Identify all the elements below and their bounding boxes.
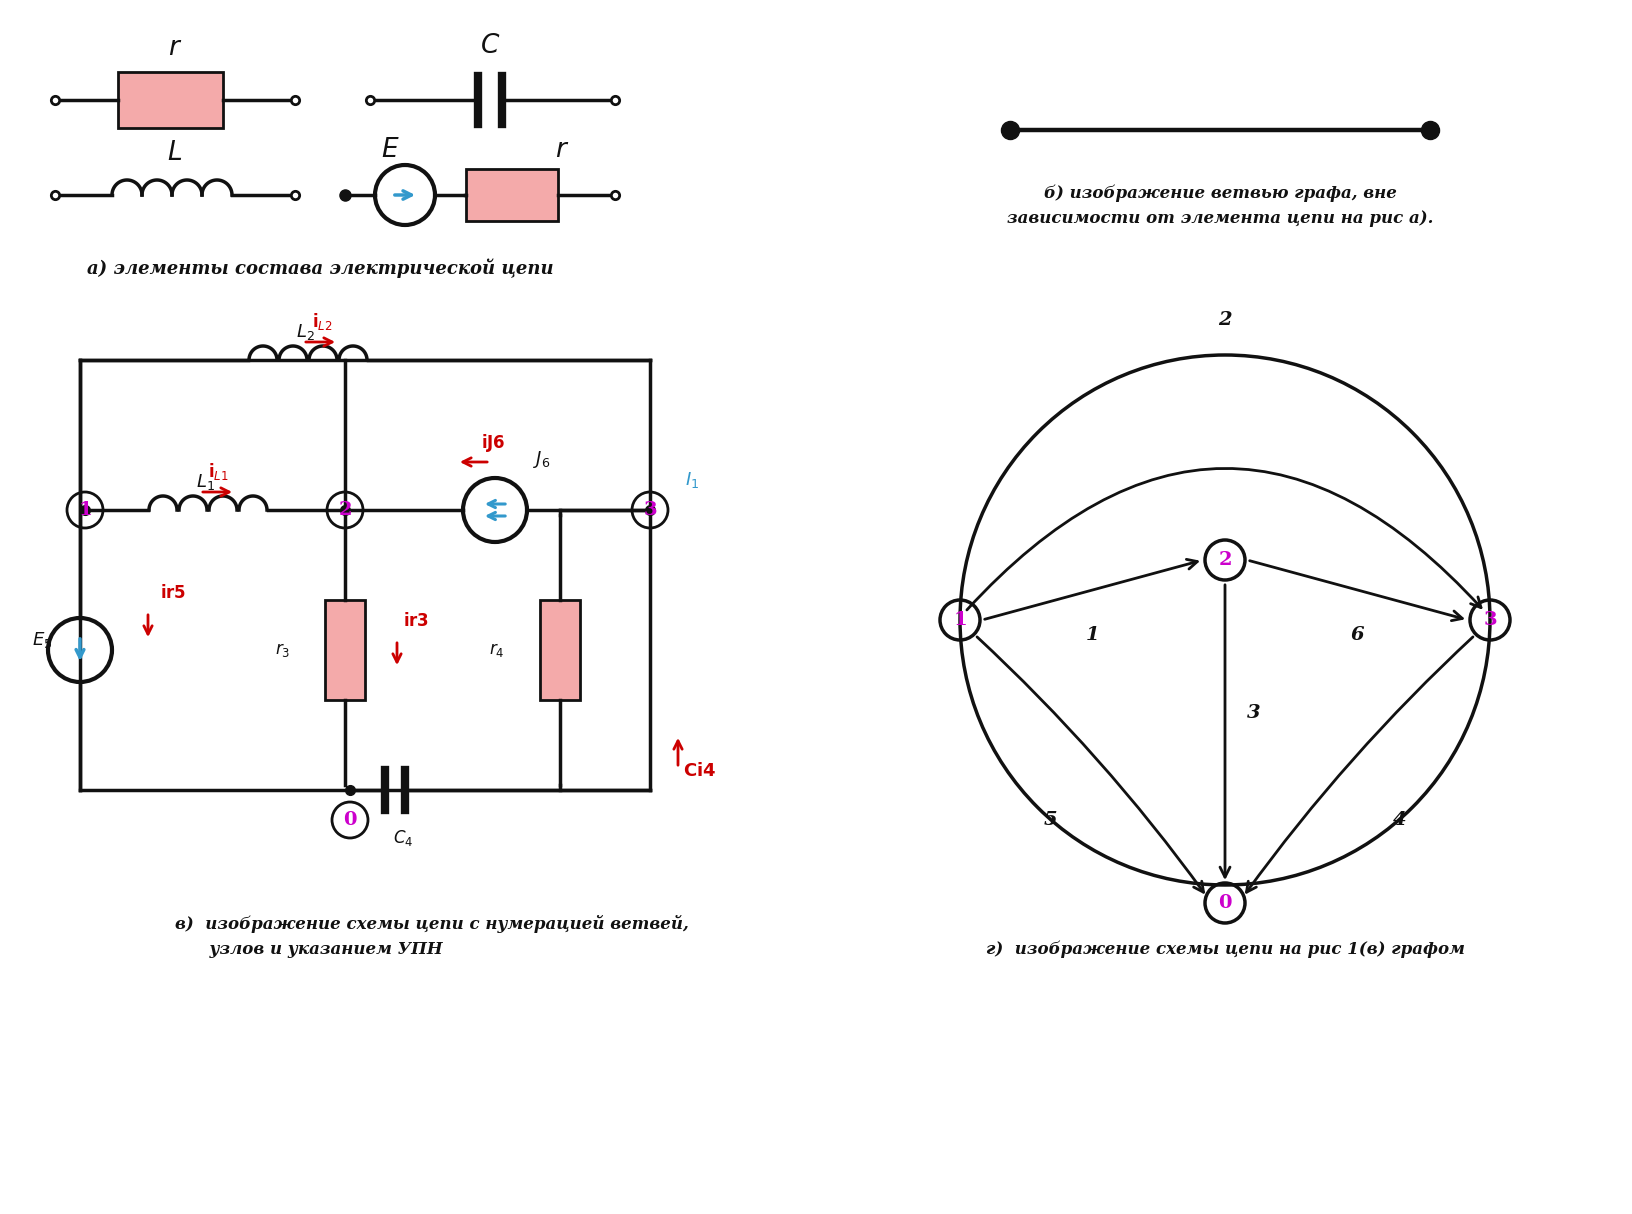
Text: $L_1$: $L_1$ xyxy=(196,472,214,492)
Text: 3: 3 xyxy=(643,501,656,520)
Text: 2: 2 xyxy=(1217,311,1232,329)
Text: $E$: $E$ xyxy=(380,137,400,161)
Text: $E_5$: $E_5$ xyxy=(31,630,52,649)
Text: а) элементы состава электрической цепи: а) элементы состава электрической цепи xyxy=(86,259,553,278)
Text: $C_4$: $C_4$ xyxy=(393,828,413,849)
Text: 3: 3 xyxy=(1247,703,1260,721)
Text: 2: 2 xyxy=(338,501,353,520)
Text: $\mathbf{i}_{L2}$: $\mathbf{i}_{L2}$ xyxy=(312,311,333,331)
Text: 6: 6 xyxy=(1351,626,1364,643)
Text: $L_2$: $L_2$ xyxy=(295,322,315,342)
FancyBboxPatch shape xyxy=(118,72,224,127)
Text: $r$: $r$ xyxy=(555,137,570,161)
FancyBboxPatch shape xyxy=(467,169,558,221)
Text: $\mathbf{ir5}$: $\mathbf{ir5}$ xyxy=(160,584,186,602)
Text: 4: 4 xyxy=(1394,811,1407,829)
FancyBboxPatch shape xyxy=(540,600,579,700)
Text: 1: 1 xyxy=(78,501,91,520)
Text: 0: 0 xyxy=(1217,894,1232,912)
Text: 1: 1 xyxy=(1085,626,1100,643)
Text: 0: 0 xyxy=(343,811,357,829)
Text: $r_4$: $r_4$ xyxy=(490,641,504,659)
Text: $\mathbf{ir3}$: $\mathbf{ir3}$ xyxy=(403,612,429,630)
Text: $I_1$: $I_1$ xyxy=(685,470,698,490)
Text: $\mathbf{Ci4}$: $\mathbf{Ci4}$ xyxy=(684,762,716,781)
Text: 1: 1 xyxy=(953,611,966,629)
Text: в)  изображение схемы цепи с нумерацией ветвей,
      узлов и указанием УПН: в) изображение схемы цепи с нумерацией в… xyxy=(175,915,689,958)
Text: $C$: $C$ xyxy=(480,33,499,58)
FancyBboxPatch shape xyxy=(325,600,366,700)
Text: г)  изображение схемы цепи на рис 1(в) графом: г) изображение схемы цепи на рис 1(в) гр… xyxy=(986,940,1464,958)
Text: б) изображение ветвью графа, вне
зависимости от элемента цепи на рис а).: б) изображение ветвью графа, вне зависим… xyxy=(1007,185,1433,227)
Text: 3: 3 xyxy=(1483,611,1497,629)
Text: 2: 2 xyxy=(1217,551,1232,569)
Text: $J_6$: $J_6$ xyxy=(534,449,550,470)
Text: $L$: $L$ xyxy=(168,140,183,165)
Text: $r$: $r$ xyxy=(168,35,183,59)
Text: 5: 5 xyxy=(1043,811,1058,829)
Text: $\mathbf{i}_{L1}$: $\mathbf{i}_{L1}$ xyxy=(207,461,228,482)
Text: $r_3$: $r_3$ xyxy=(274,641,290,659)
Text: $\mathbf{iJ6}$: $\mathbf{iJ6}$ xyxy=(481,432,506,454)
